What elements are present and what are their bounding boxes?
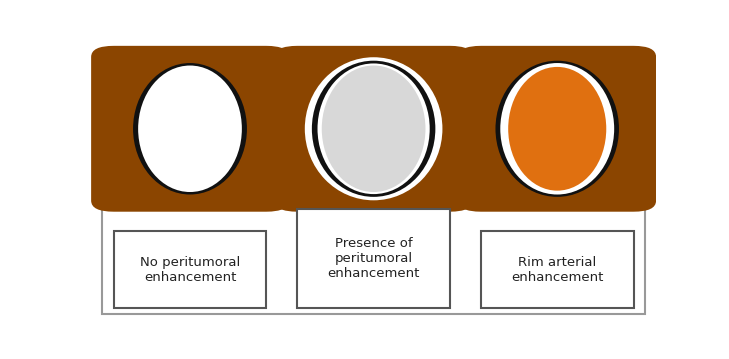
Text: Rim arterial
enhancement: Rim arterial enhancement bbox=[511, 256, 604, 284]
FancyBboxPatch shape bbox=[102, 48, 645, 314]
FancyBboxPatch shape bbox=[91, 46, 289, 212]
Text: Presence of
peritumoral
enhancement: Presence of peritumoral enhancement bbox=[327, 237, 420, 280]
Ellipse shape bbox=[305, 57, 443, 200]
FancyBboxPatch shape bbox=[481, 231, 634, 308]
Ellipse shape bbox=[318, 64, 429, 194]
Ellipse shape bbox=[508, 67, 607, 191]
Ellipse shape bbox=[138, 66, 242, 192]
FancyBboxPatch shape bbox=[459, 46, 656, 212]
Ellipse shape bbox=[500, 63, 614, 195]
Ellipse shape bbox=[321, 66, 426, 192]
FancyBboxPatch shape bbox=[297, 209, 450, 308]
Text: No peritumoral
enhancement: No peritumoral enhancement bbox=[140, 256, 240, 284]
Ellipse shape bbox=[133, 63, 247, 195]
Ellipse shape bbox=[496, 61, 619, 197]
FancyBboxPatch shape bbox=[114, 231, 266, 308]
FancyBboxPatch shape bbox=[275, 46, 472, 212]
Ellipse shape bbox=[312, 61, 435, 197]
